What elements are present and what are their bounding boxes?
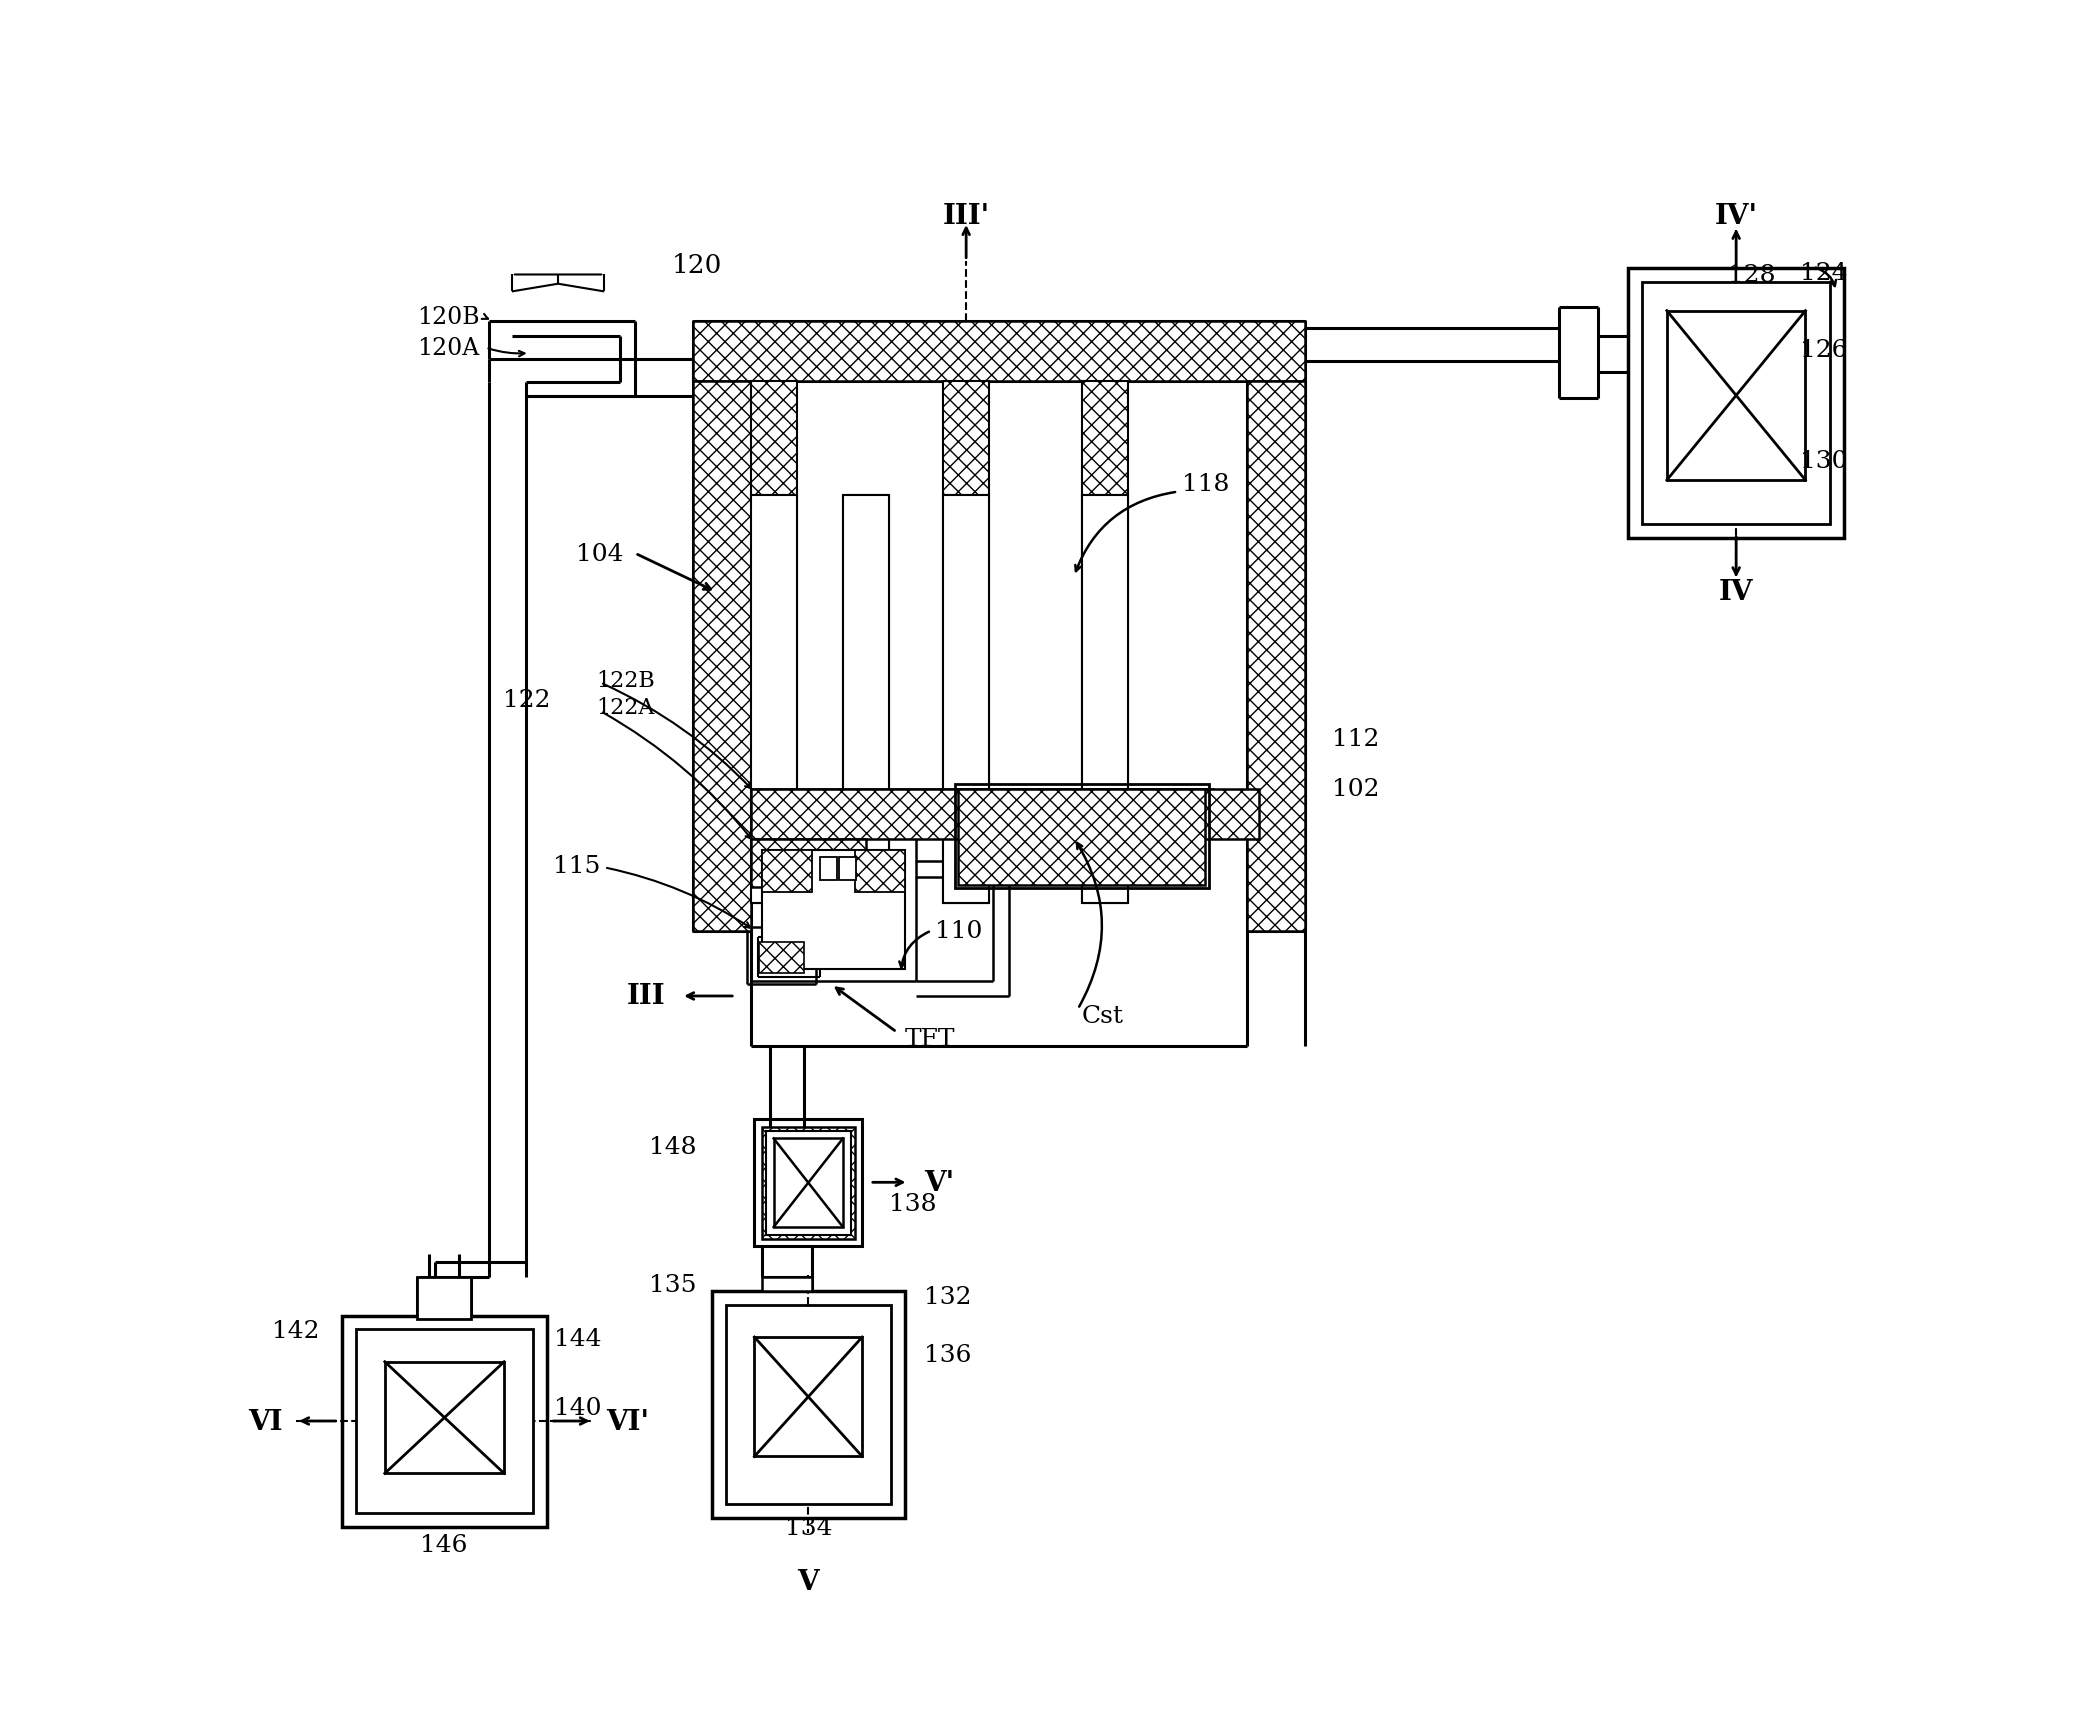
Text: III: III: [627, 983, 666, 1010]
Text: 130: 130: [1801, 450, 1849, 472]
Bar: [750, 789, 1260, 839]
Text: III': III': [943, 204, 989, 230]
Text: 128: 128: [1728, 265, 1776, 287]
Bar: [943, 495, 989, 903]
Bar: [958, 789, 1205, 886]
Bar: [750, 789, 1212, 836]
Text: V': V': [924, 1169, 954, 1195]
Bar: [762, 849, 812, 893]
Bar: [766, 1131, 852, 1235]
Bar: [1628, 270, 1845, 538]
Text: 112: 112: [1332, 727, 1378, 751]
Text: VI': VI': [606, 1408, 650, 1434]
Bar: [839, 858, 856, 881]
Bar: [750, 495, 797, 903]
Bar: [854, 849, 904, 893]
Text: 135: 135: [650, 1273, 697, 1296]
Bar: [1247, 382, 1305, 932]
Bar: [762, 1277, 812, 1291]
Bar: [760, 943, 804, 974]
Text: 126: 126: [1801, 339, 1849, 362]
Text: 115: 115: [554, 855, 600, 877]
Bar: [693, 322, 1305, 382]
Text: 122B: 122B: [598, 670, 656, 692]
Bar: [762, 1128, 854, 1239]
Bar: [341, 1317, 545, 1528]
Bar: [762, 849, 904, 969]
Bar: [416, 1277, 471, 1320]
Text: IV: IV: [1720, 580, 1753, 606]
Bar: [943, 382, 989, 495]
Text: 118: 118: [1183, 472, 1228, 497]
Bar: [1083, 382, 1128, 495]
Text: 132: 132: [924, 1285, 972, 1308]
Text: 148: 148: [650, 1135, 697, 1157]
Bar: [843, 495, 889, 903]
Bar: [727, 1304, 891, 1505]
Text: 120B: 120B: [416, 306, 479, 329]
Text: TFT: TFT: [904, 1028, 956, 1050]
Text: 146: 146: [421, 1533, 468, 1555]
Bar: [1083, 495, 1128, 903]
Bar: [754, 1119, 862, 1247]
Text: 110: 110: [935, 919, 983, 943]
Bar: [754, 1337, 862, 1457]
Text: 104: 104: [577, 543, 623, 566]
Text: 124: 124: [1801, 261, 1849, 284]
Text: 102: 102: [1332, 777, 1380, 799]
Bar: [693, 382, 750, 932]
Text: 122A: 122A: [598, 697, 656, 718]
Bar: [356, 1330, 533, 1514]
Bar: [750, 382, 797, 495]
Text: 120A: 120A: [416, 337, 479, 360]
Text: 136: 136: [924, 1342, 972, 1365]
Bar: [1643, 284, 1830, 524]
Bar: [820, 858, 837, 881]
Bar: [712, 1291, 904, 1519]
Bar: [385, 1362, 504, 1474]
Text: 134: 134: [785, 1515, 833, 1540]
Text: 140: 140: [554, 1396, 602, 1420]
Bar: [750, 839, 866, 887]
Text: 142: 142: [273, 1320, 319, 1342]
Text: 120: 120: [672, 253, 722, 279]
Text: V: V: [797, 1567, 818, 1595]
Bar: [1668, 311, 1805, 481]
Text: VI: VI: [248, 1408, 283, 1434]
Text: 144: 144: [554, 1327, 602, 1351]
Text: IV': IV': [1716, 204, 1757, 230]
Text: 138: 138: [889, 1192, 937, 1216]
Text: 122: 122: [504, 689, 550, 711]
Text: Cst: Cst: [1083, 1003, 1124, 1028]
Bar: [775, 1138, 843, 1227]
Bar: [956, 785, 1210, 889]
